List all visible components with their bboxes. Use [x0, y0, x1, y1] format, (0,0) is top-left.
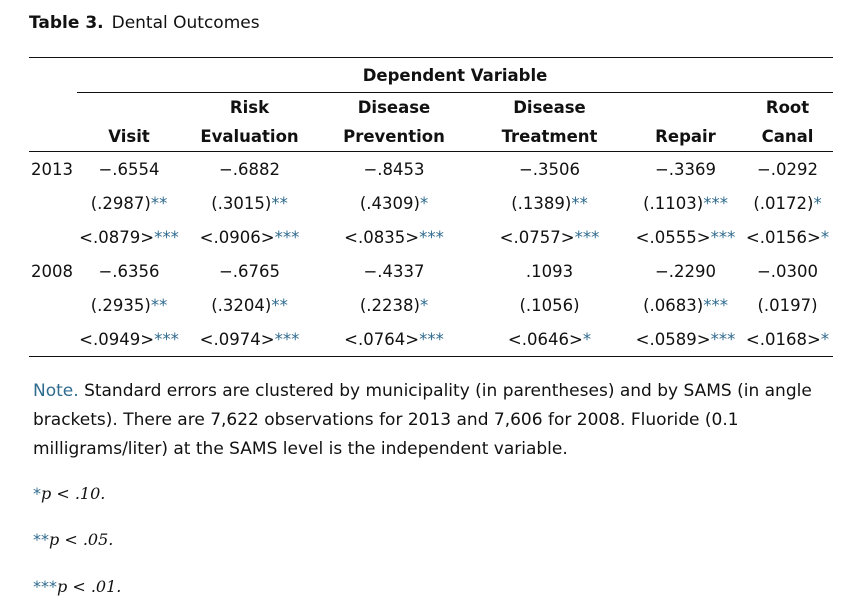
- coef-row-2013: 2013 −.6554 −.6882 −.8453 −.3506 −.3369 −.0292: [29, 152, 833, 187]
- footnote-p01: ***p < .01.: [33, 577, 122, 596]
- col-header-repair: Repair: [629, 92, 742, 152]
- significance-stars: ***: [710, 227, 736, 247]
- significance-stars: *: [820, 329, 830, 349]
- se-cell: (.0172)*: [753, 193, 822, 213]
- significance-stars: **: [271, 295, 288, 315]
- se-cell: <.0764>***: [318, 322, 470, 357]
- significance-stars: *: [813, 193, 822, 213]
- coef-cell: −.4337: [363, 261, 425, 281]
- se-cell: <.0974>***: [181, 322, 318, 357]
- se-cell: (.0683)***: [643, 295, 728, 315]
- footnote-p05: **p < .05.: [33, 530, 114, 549]
- coef-cell: .1093: [525, 261, 574, 281]
- significance-stars: *: [419, 295, 429, 315]
- significance-stars: ***: [419, 329, 444, 349]
- table-note: Note. Standard errors are clustered by m…: [33, 377, 823, 464]
- group-header-row: Dependent Variable: [29, 57, 833, 93]
- significance-stars: **: [150, 193, 168, 213]
- significance-stars: ***: [154, 227, 179, 247]
- col-header-root-canal: Root Canal: [742, 92, 833, 152]
- se-cell: (.3015)**: [211, 193, 288, 213]
- se-cell: (.1056): [519, 295, 580, 315]
- significance-stars: ***: [154, 329, 179, 349]
- significance-stars: ***: [703, 193, 728, 213]
- se-cell: (.2987)**: [90, 193, 168, 213]
- significance-stars: ***: [703, 295, 728, 315]
- significance-stars: *: [820, 227, 830, 247]
- coef-row-2008: 2008 −.6356 −.6765 −.4337 .1093 −.2290 −.0300: [29, 254, 833, 288]
- se-cell: (.4309)*: [359, 193, 429, 213]
- se-cell: (.1103)***: [643, 193, 728, 213]
- se-cell: <.0646>*: [470, 322, 629, 357]
- coef-cell: −.6882: [218, 159, 281, 179]
- table-label: Table 3.: [29, 13, 104, 33]
- significance-stars: ***: [274, 329, 300, 349]
- year-label: 2013: [31, 159, 73, 179]
- se-cell: <.0589>***: [629, 322, 742, 357]
- group-header: Dependent Variable: [77, 57, 833, 93]
- se-cell: <.0555>***: [635, 227, 736, 247]
- note-text: Standard errors are clustered by municip…: [33, 381, 812, 459]
- se-cell: <.0168>*: [742, 322, 833, 357]
- footnote-p10: *p < .10.: [33, 484, 106, 503]
- coef-cell: −.6356: [98, 261, 160, 281]
- year-label: 2008: [31, 261, 73, 281]
- se-cell: <.0757>***: [499, 227, 600, 247]
- coef-cell: −.3506: [518, 159, 581, 179]
- coef-cell: −.6554: [98, 159, 160, 179]
- significance-stars: ***: [419, 227, 444, 247]
- se-cell: <.0906>***: [199, 227, 300, 247]
- se-cell: (.3204)**: [211, 295, 288, 315]
- se-cell: <.0879>***: [79, 227, 179, 247]
- col-header-visit: Visit: [77, 92, 181, 152]
- table-caption: Table 3. Dental Outcomes: [29, 13, 260, 33]
- significance-stars: **: [150, 295, 168, 315]
- se-cell: (.1389)**: [511, 193, 588, 213]
- significance-stars: ***: [710, 329, 736, 349]
- se-cell: <.0835>***: [344, 227, 444, 247]
- se-cell: (.2935)**: [90, 295, 168, 315]
- se-cell: (.2238)*: [359, 295, 429, 315]
- coef-cell: −.3369: [654, 159, 717, 179]
- se-cell: <.0949>***: [77, 322, 181, 357]
- se-cell: (.0197): [757, 295, 818, 315]
- results-table: Dependent Variable Visit Risk Evaluation …: [29, 57, 833, 357]
- significance-stars: **: [571, 193, 588, 213]
- table-title: Dental Outcomes: [111, 13, 260, 33]
- coef-cell: −.6765: [218, 261, 281, 281]
- coef-cell: −.2290: [654, 261, 717, 281]
- se-sams-row-2008: <.0949>*** <.0974>*** <.0764>*** <.0646>* <.…: [29, 322, 833, 357]
- se-sams-row-2013: <.0879>*** <.0906>*** <.0835>*** <.0757>***…: [29, 220, 833, 254]
- se-municipality-row-2008: (.2935)** (.3204)** (.2238)* (.1056) (.0683)…: [29, 288, 833, 322]
- note-label: Note.: [33, 381, 79, 401]
- se-cell: <.0156>*: [745, 227, 830, 247]
- coef-cell: −.0292: [756, 159, 819, 179]
- column-header-row: Visit Risk Evaluation Disease Prevention D…: [29, 92, 833, 152]
- significance-stars: *: [582, 329, 592, 349]
- significance-stars: **: [271, 193, 288, 213]
- coef-cell: −.0300: [756, 261, 819, 281]
- significance-stars: ***: [574, 227, 600, 247]
- significance-stars: ***: [274, 227, 300, 247]
- se-municipality-row-2013: (.2987)** (.3015)** (.4309)* (.1389)** (.110…: [29, 186, 833, 220]
- col-header-risk-evaluation: Risk Evaluation: [181, 92, 318, 152]
- col-header-disease-treatment: Disease Treatment: [470, 92, 629, 152]
- coef-cell: −.8453: [363, 159, 425, 179]
- col-header-disease-prevention: Disease Prevention: [318, 92, 470, 152]
- significance-stars: *: [419, 193, 429, 213]
